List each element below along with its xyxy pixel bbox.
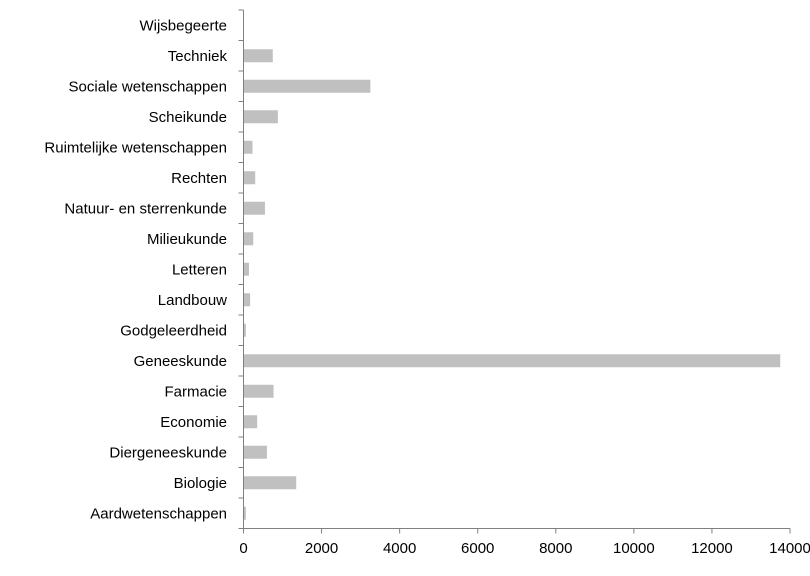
category-label-14: Diergeneeskunde <box>109 444 227 461</box>
category-label-16: Aardwetenschappen <box>90 505 227 522</box>
bar-1 <box>243 49 273 63</box>
bar-7 <box>243 232 254 246</box>
bars-layer <box>243 49 781 520</box>
x-tick-label-5: 10000 <box>613 540 655 557</box>
x-tick-label-6: 12000 <box>691 540 733 557</box>
x-tick-label-7: 14000 <box>769 540 810 557</box>
category-label-7: Milieukunde <box>147 231 227 248</box>
category-label-12: Farmacie <box>164 383 227 400</box>
x-tick-label-4: 8000 <box>539 540 572 557</box>
labels-layer: 0 2000 4000 6000 8000 10000 12000 14000 Wijsbege… <box>44 17 810 557</box>
bar-4 <box>243 140 253 154</box>
category-label-15: Biologie <box>174 475 227 492</box>
category-label-9: Landbouw <box>158 292 227 309</box>
category-label-11: Geneeskunde <box>134 353 227 370</box>
category-label-6: Natuur- en sterrenkunde <box>64 200 227 217</box>
bar-8 <box>243 262 249 276</box>
x-tick-label-0: 0 <box>239 540 247 557</box>
category-label-8: Letteren <box>172 261 227 278</box>
bar-9 <box>243 293 251 307</box>
category-label-4: Ruimtelijke wetenschappen <box>44 139 227 156</box>
x-tick-label-2: 4000 <box>383 540 416 557</box>
bar-14 <box>243 445 267 459</box>
axes-layer <box>238 9 791 534</box>
bar-2 <box>243 79 371 93</box>
bar-16 <box>243 506 246 520</box>
category-label-0: Wijsbegeerte <box>139 17 227 34</box>
category-label-2: Sociale wetenschappen <box>69 78 227 95</box>
bar-5 <box>243 171 256 185</box>
category-label-3: Scheikunde <box>149 109 227 126</box>
category-label-10: Godgeleerdheid <box>120 322 227 339</box>
category-label-1: Techniek <box>168 48 228 65</box>
bar-6 <box>243 201 265 215</box>
x-tick-label-1: 2000 <box>305 540 338 557</box>
bar-13 <box>243 415 258 429</box>
bar-12 <box>243 384 274 398</box>
bar-15 <box>243 476 297 490</box>
bar-3 <box>243 110 278 124</box>
bar-11 <box>243 354 781 368</box>
bar-10 <box>243 323 246 337</box>
category-label-5: Rechten <box>171 170 227 187</box>
category-label-13: Economie <box>160 414 227 431</box>
x-tick-label-3: 6000 <box>461 540 494 557</box>
